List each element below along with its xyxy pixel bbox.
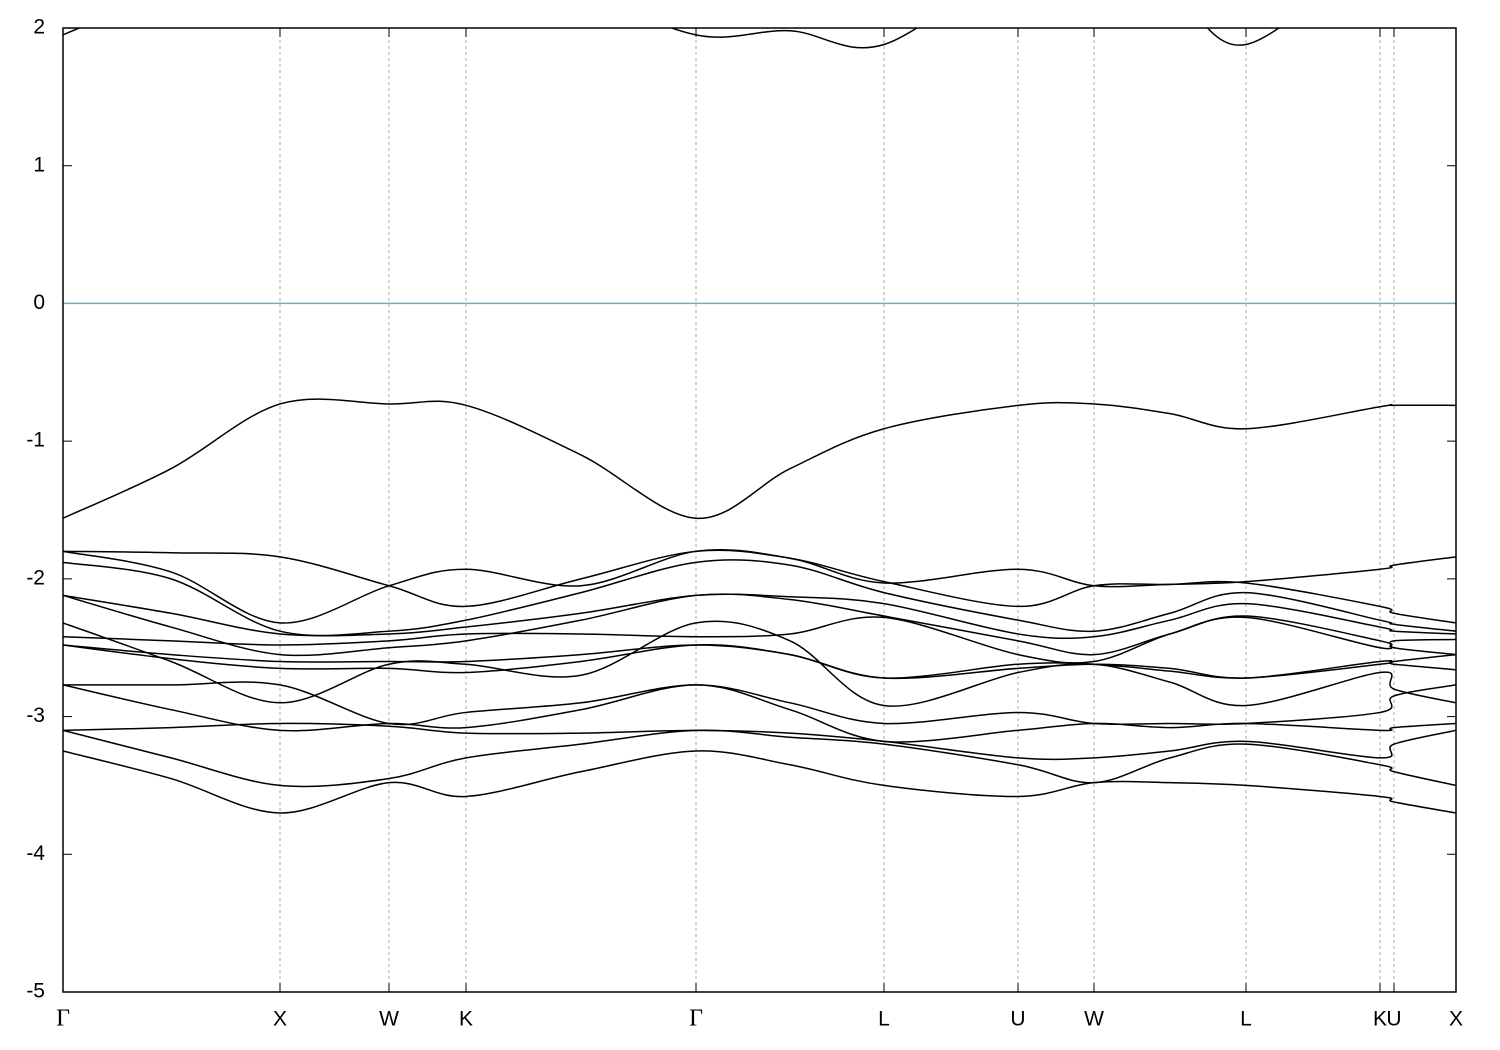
band-line [63,681,1456,726]
x-tick-label: K [1373,1008,1387,1031]
band-line [63,729,1456,788]
band-line [63,28,1281,49]
bands [63,28,1456,814]
x-tick-label: W [379,1008,399,1031]
band-line [63,593,1456,657]
y-tick-label: 2 [33,16,45,39]
band-line [63,549,1456,608]
x-tick-label: U [1386,1008,1401,1031]
band-line [63,684,1456,743]
band-line [63,559,1456,637]
y-tick-label: -5 [26,980,45,1003]
plot-frame [62,27,1457,993]
x-tick-label: Γ [56,1006,70,1032]
band-line [63,644,1456,679]
x-tick-label: L [878,1008,890,1031]
y-tick-label: -3 [26,704,45,727]
band-line [63,616,1456,664]
band-line [63,750,1456,814]
y-tick-label: 1 [33,153,45,176]
band-line [63,549,1456,624]
band-line [63,722,1456,761]
band-line [63,620,1456,707]
x-tick-label: W [1084,1008,1104,1031]
x-tick-label: L [1240,1008,1252,1031]
y-tick-label: -1 [26,429,45,452]
x-tick-label: U [1010,1008,1025,1031]
band-line [63,593,1456,640]
x-tick-label: X [1449,1008,1463,1031]
band-line [63,398,1456,520]
x-tick-label: K [459,1008,473,1031]
y-tick-label: 0 [33,291,45,314]
y-tick-label: -2 [26,566,45,589]
x-tick-label: Γ [689,1006,703,1032]
x-tick-label: X [273,1008,287,1031]
y-tick-label: -4 [26,842,45,865]
